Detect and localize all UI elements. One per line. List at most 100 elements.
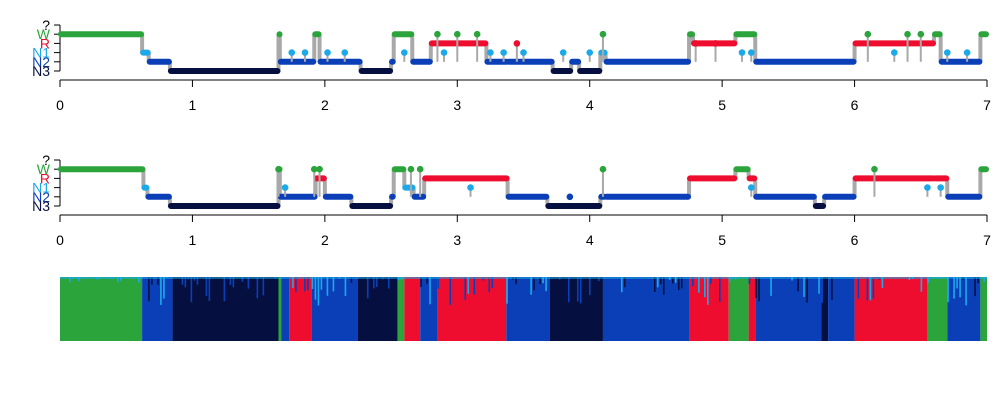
probability-noise: [656, 277, 659, 288]
probability-noise: [920, 277, 923, 292]
probability-noise: [138, 277, 140, 283]
stage-point: [467, 184, 474, 191]
stage-point: [401, 49, 408, 56]
probability-noise: [420, 277, 422, 287]
probability-band: [980, 277, 987, 341]
stage-point: [943, 49, 951, 56]
probability-noise: [190, 277, 193, 303]
probability-noise: [797, 277, 799, 292]
probability-noise: [818, 277, 820, 294]
stage-label: N2: [32, 189, 50, 205]
x-tick-label: 7: [983, 232, 991, 248]
probability-noise: [157, 277, 159, 285]
x-tick-label: 4: [586, 97, 594, 113]
probability-noise: [473, 277, 476, 295]
probability-noise: [314, 277, 317, 300]
x-tick-label: 0: [56, 232, 64, 248]
probability-noise: [866, 277, 869, 301]
probability-band: [854, 277, 928, 341]
probability-noise: [653, 277, 656, 292]
stage-point: [310, 165, 318, 173]
probability-band: [281, 277, 290, 341]
x-tick-label: 5: [718, 97, 726, 113]
probability-noise: [872, 277, 875, 299]
probability-noise: [311, 277, 314, 289]
probability-noise: [262, 277, 265, 296]
stage-point: [599, 165, 607, 173]
probability-noise: [728, 277, 731, 282]
probability-noise: [307, 277, 309, 291]
probability-band: [728, 277, 749, 341]
probability-noise: [208, 277, 211, 301]
stage-point: [281, 184, 289, 191]
probability-noise: [464, 277, 467, 300]
x-tick-label: 0: [56, 97, 64, 113]
probability-noise: [710, 277, 712, 284]
probability-noise: [151, 277, 153, 285]
probability-band: [60, 277, 143, 341]
stage-point: [747, 49, 755, 56]
probability-noise: [488, 277, 491, 293]
probability-noise: [576, 277, 579, 302]
probability-noise: [506, 277, 508, 304]
probability-noise: [692, 277, 694, 287]
probability-noise: [719, 277, 721, 302]
stage-point: [917, 30, 925, 38]
probability-noise: [247, 277, 250, 289]
stage-point: [500, 49, 507, 56]
probability-noise: [533, 277, 535, 291]
probability-band: [420, 277, 438, 341]
probability-noise: [304, 277, 306, 292]
probability-noise: [821, 277, 824, 303]
probability-noise: [974, 277, 976, 297]
probability-noise: [597, 277, 600, 282]
stage-label: ?: [42, 17, 50, 33]
probability-noise: [196, 277, 199, 285]
probability-band: [689, 277, 729, 341]
stage-point: [434, 30, 441, 38]
probability-noise: [467, 277, 470, 294]
probability-noise: [515, 277, 517, 285]
probability-noise: [965, 277, 967, 306]
probability-noise: [857, 277, 860, 299]
probability-noise: [148, 277, 150, 302]
stage-label: N2: [32, 54, 50, 70]
probability-band: [506, 277, 550, 341]
probability-band: [927, 277, 948, 341]
x-tick-label: 2: [321, 97, 329, 113]
probability-noise: [680, 277, 683, 289]
stage-point: [738, 49, 746, 56]
x-tick-label: 3: [453, 97, 461, 113]
probability-noise: [163, 277, 165, 299]
stage-point: [924, 184, 931, 191]
probability-noise: [755, 277, 757, 298]
probability-noise: [881, 277, 884, 288]
x-tick-label: 2: [321, 232, 329, 248]
stage-point: [487, 49, 494, 56]
probability-noise: [205, 277, 208, 297]
stage-label: N3: [32, 63, 50, 79]
probability-noise: [530, 277, 532, 295]
probability-noise: [677, 277, 680, 291]
probability-noise: [959, 277, 961, 298]
probability-band: [748, 277, 756, 341]
probability-noise: [539, 277, 541, 284]
probability-band: [278, 277, 282, 341]
stage-point: [324, 49, 331, 56]
stage-point: [520, 49, 527, 56]
stage-label: W: [37, 161, 51, 177]
stage-point: [316, 165, 323, 173]
probability-noise: [350, 277, 353, 283]
probability-noise: [662, 277, 665, 295]
probability-noise: [117, 277, 119, 283]
probability-noise: [181, 277, 184, 285]
probability-band: [397, 277, 405, 341]
probability-noise: [344, 277, 347, 296]
probability-noise: [320, 277, 323, 290]
probability-noise: [426, 277, 428, 284]
stage-point: [747, 184, 755, 191]
probability-noise: [69, 277, 71, 283]
stage-label: W: [37, 26, 51, 42]
probability-noise: [78, 277, 80, 282]
